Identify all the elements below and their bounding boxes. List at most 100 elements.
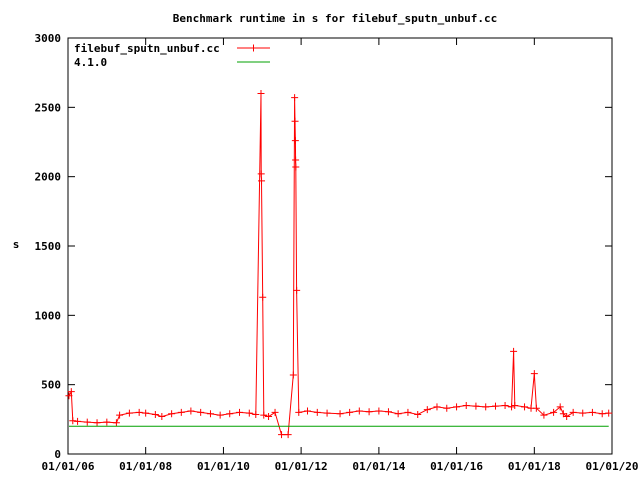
data-point-marker (394, 410, 402, 418)
data-point-marker (83, 418, 91, 426)
data-point-marker (293, 286, 301, 294)
data-point-marker (598, 410, 606, 418)
data-point-marker (257, 170, 265, 178)
data-point-marker (177, 408, 185, 416)
plot-frame (67, 37, 613, 455)
x-tick-label: 01/01/14 (352, 460, 405, 473)
data-point-marker (433, 403, 441, 411)
data-point-marker (482, 403, 490, 411)
y-tick-label: 2000 (35, 171, 62, 184)
data-point-marker (116, 411, 124, 419)
y-tick-label: 1000 (35, 309, 62, 322)
data-point-marker (291, 94, 299, 102)
data-point-marker (508, 403, 516, 411)
data-point-marker (404, 408, 412, 416)
data-point-marker (540, 411, 548, 419)
data-point-marker (65, 392, 73, 400)
data-point-marker (414, 410, 422, 418)
data-point-marker (556, 403, 564, 411)
chart-title: Benchmark runtime in s for filebuf_sputn… (173, 12, 498, 25)
data-point-marker (511, 401, 519, 409)
x-tick-label: 01/01/10 (197, 460, 250, 473)
x-tick-label: 01/01/20 (586, 460, 639, 473)
data-point-marker (125, 409, 133, 417)
data-point-marker (291, 117, 299, 125)
data-point-marker (151, 410, 159, 418)
legend-marker-0 (250, 44, 257, 52)
data-point-marker (375, 407, 383, 415)
y-tick-label: 2500 (35, 101, 62, 114)
x-tick-label: 01/01/08 (119, 460, 172, 473)
data-point-marker (510, 347, 518, 355)
data-point-marker (135, 408, 143, 416)
x-tick-label: 01/01/12 (275, 460, 328, 473)
data-point-marker (289, 371, 297, 379)
y-tick-label: 3000 (35, 32, 62, 45)
data-point-marker (252, 410, 260, 418)
data-point-marker (295, 408, 303, 416)
data-point-marker (384, 408, 392, 416)
data-point-marker (197, 408, 205, 416)
axes: 0 500 1000 1500 2000 2500 3000 01/01/06 01/01/08… (35, 32, 639, 473)
data-point-marker (103, 418, 111, 426)
data-point-marker (501, 401, 509, 409)
data-point-marker (93, 419, 101, 427)
data-point-marker (313, 408, 321, 416)
data-point-marker (292, 163, 300, 171)
data-point-marker (569, 408, 577, 416)
data-point-marker (259, 293, 267, 301)
data-point-marker (142, 409, 150, 417)
data-point-marker (365, 408, 373, 416)
data-point-marker (257, 89, 265, 97)
data-point-marker (563, 413, 571, 421)
data-point-marker (323, 409, 331, 417)
data-point-marker (336, 410, 344, 418)
data-point-marker (258, 177, 266, 185)
data-point-marker (588, 408, 596, 416)
series-layer (65, 89, 613, 439)
data-point-marker (491, 402, 499, 410)
data-point-marker (462, 401, 470, 409)
x-tick-label: 01/01/16 (430, 460, 483, 473)
data-point-marker (605, 409, 613, 417)
data-point-marker (579, 409, 587, 417)
data-point-marker (271, 408, 279, 416)
data-point-marker (187, 407, 195, 415)
series-line-0 (68, 93, 609, 436)
data-point-marker (206, 410, 214, 418)
data-point-marker (69, 417, 77, 425)
data-point-marker (532, 404, 540, 412)
data-point-marker (530, 370, 538, 378)
data-point-marker (303, 407, 311, 415)
data-point-marker (67, 388, 75, 396)
data-point-marker (423, 406, 431, 414)
data-point-marker (74, 417, 82, 425)
legend-label-4-1-0: 4.1.0 (74, 56, 107, 69)
data-point-marker (236, 408, 244, 416)
data-point-marker (260, 411, 268, 419)
data-point-marker (245, 409, 253, 417)
data-point-marker (443, 404, 451, 412)
data-point-marker (278, 431, 286, 439)
y-tick-label: 0 (54, 448, 61, 461)
data-point-marker (284, 431, 292, 439)
data-point-marker (265, 413, 273, 421)
data-point-marker (550, 408, 558, 416)
data-point-marker (112, 419, 120, 427)
data-point-marker (158, 413, 166, 421)
x-tick-label: 01/01/06 (42, 460, 95, 473)
data-point-marker (453, 403, 461, 411)
y-tick-label: 500 (41, 379, 61, 392)
data-point-marker (216, 411, 224, 419)
legend-label-filebuf: filebuf_sputn_unbuf.cc (74, 42, 220, 55)
data-point-marker (291, 137, 299, 145)
data-point-marker (472, 402, 480, 410)
y-axis-label: s (13, 238, 20, 251)
data-point-marker (226, 410, 234, 418)
data-point-marker (292, 156, 300, 164)
legend: filebuf_sputn_unbuf.cc 4.1.0 (74, 42, 270, 69)
x-tick-label: 01/01/18 (508, 460, 561, 473)
data-point-marker (346, 408, 354, 416)
